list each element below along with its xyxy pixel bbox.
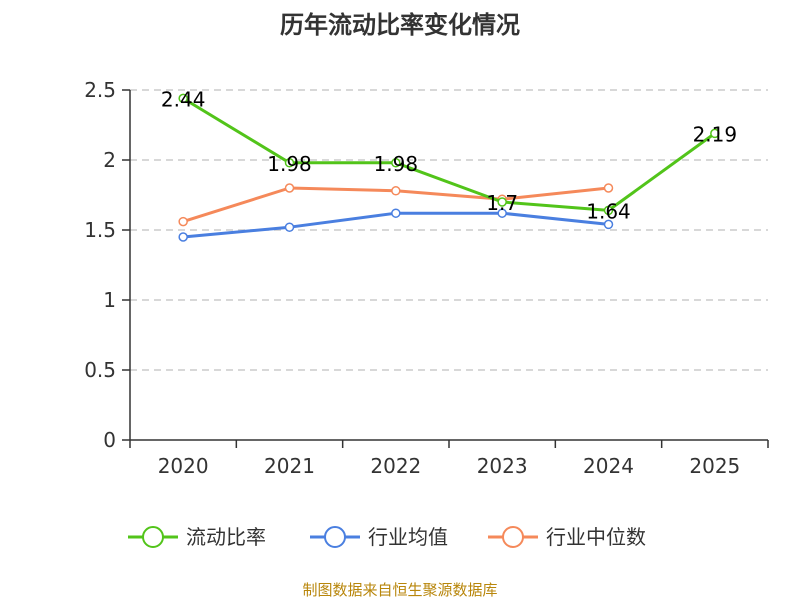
data-point[interactable] [178,93,188,104]
source-note: 制图数据来自恒生聚源数据库 [302,581,497,599]
legend-item-2[interactable]: 行业中位数 [488,525,646,549]
data-label: 1.7 [486,191,518,215]
x-tick-label: 2020 [158,454,209,478]
data-point[interactable] [391,186,401,196]
series-line-0 [182,97,716,212]
data-point[interactable] [603,219,614,230]
x-tick-label: 2023 [477,454,528,478]
data-label: 1.98 [374,152,419,176]
legend-marker-icon [502,526,524,548]
y-tick-label: 2.5 [84,78,116,102]
data-labels: 2.44 1.98 1.98 1.7 1.64 2.19 [161,87,737,223]
data-point[interactable] [178,232,188,242]
data-label: 2.19 [693,122,738,146]
data-point[interactable] [497,197,507,207]
x-tick-label: 2024 [583,454,634,478]
data-point[interactable] [603,205,614,216]
data-point[interactable] [178,216,188,227]
legend-marker-icon [324,526,346,548]
legend-item-0[interactable]: 流动比率 [128,525,266,549]
legend-label: 行业均值 [368,525,448,549]
axes: 0 0.5 1 1.5 2 2.5 2020 2021 2022 2023 2024 2025 [84,78,769,478]
data-point[interactable] [284,183,295,193]
chart-title: 历年流动比率变化情况 [280,11,520,39]
x-tick-label: 2021 [264,454,315,478]
series-layer [178,93,720,242]
data-label: 2.44 [161,87,206,111]
y-tick-label: 2 [103,148,116,172]
y-tick-label: 1 [103,288,116,312]
data-point[interactable] [284,222,295,232]
y-tick-label: 0 [103,428,116,452]
data-label: 1.98 [267,152,312,176]
legend-label: 流动比率 [186,525,266,549]
data-label: 1.64 [586,199,631,223]
x-tick-label: 2025 [689,454,740,478]
data-point[interactable] [284,158,295,168]
y-tick-label: 1.5 [84,218,116,242]
data-point[interactable] [391,158,401,168]
x-tick-label: 2022 [370,454,421,478]
data-point[interactable] [391,208,401,218]
data-point[interactable] [710,128,720,139]
legend-marker-icon [142,526,164,548]
data-point[interactable] [603,183,614,193]
gridlines [130,89,768,371]
legend-item-1[interactable]: 行业均值 [310,525,448,549]
data-point[interactable] [497,208,507,218]
y-tick-label: 0.5 [84,358,116,382]
legend[interactable]: 流动比率 行业均值 行业中位数 [128,525,646,549]
legend-label: 行业中位数 [546,525,646,549]
